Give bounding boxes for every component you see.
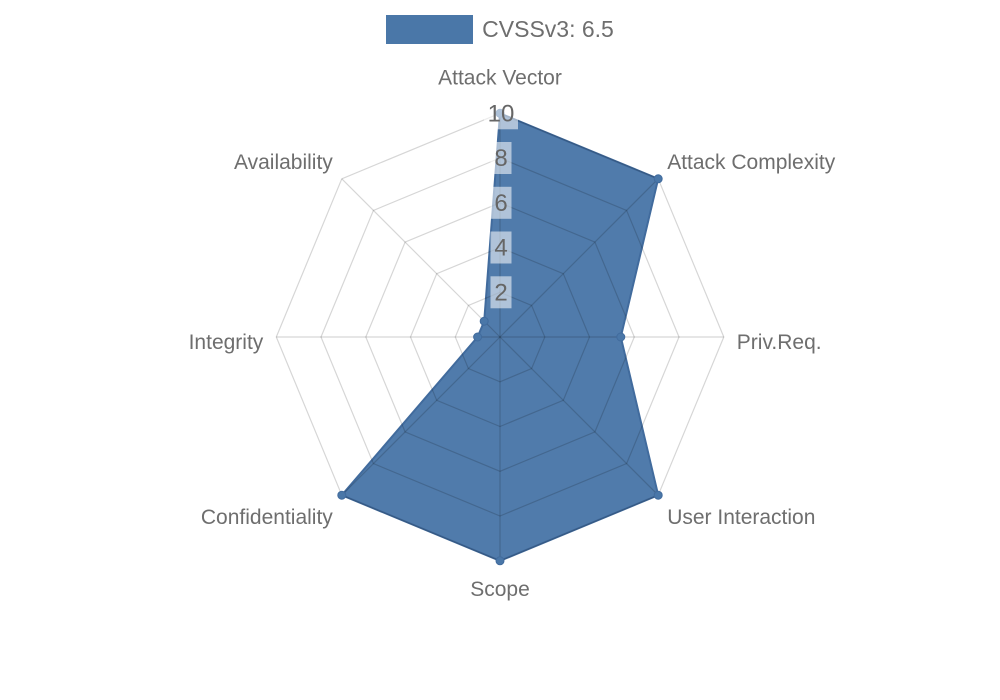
grid-spoke: [341, 178, 501, 338]
vertex-marker: [473, 332, 483, 342]
vertex-marker: [337, 490, 347, 500]
axis-label-priv-req: Priv.Req.: [737, 331, 822, 354]
tick-label: 10: [488, 100, 515, 127]
axis-label-user-interaction: User Interaction: [667, 506, 815, 529]
tick-label-box: [490, 231, 512, 264]
grid-spoke: [341, 336, 501, 496]
tick-label: 6: [494, 190, 507, 217]
grid-spoke: [499, 336, 659, 496]
tick-labels: 2 4 6 8 10: [484, 97, 518, 309]
vertex-marker: [653, 174, 663, 184]
axis-label-availability: Availability: [234, 151, 333, 174]
vertex-marker: [495, 556, 505, 566]
tick-label-box: [490, 142, 512, 174]
tick-label: 4: [494, 235, 507, 262]
grid-ring: [365, 202, 635, 472]
tick-label: 8: [494, 145, 507, 172]
axis-label-attack-vector: Attack Vector: [438, 66, 562, 89]
vertex-marker: [616, 332, 626, 342]
tick-label-box: [490, 276, 512, 309]
axis-label-attack-complexity: Attack Complexity: [667, 151, 836, 174]
axis-label-confidentiality: Confidentiality: [201, 506, 333, 529]
tick-label-box: [490, 186, 512, 219]
grid-ring: [454, 291, 546, 383]
grid-ring: [409, 246, 591, 428]
tick-label: 2: [494, 279, 507, 306]
vertex-marker: [479, 316, 489, 326]
grid-ring: [320, 157, 680, 517]
axis-label-scope: Scope: [470, 578, 530, 601]
axis-label-integrity: Integrity: [189, 331, 264, 354]
axis-labels: Attack Vector Attack Complexity Priv.Req. U…: [189, 66, 836, 601]
grid-spoke: [499, 178, 659, 338]
tick-label-box: [484, 97, 518, 130]
vertex-marker: [653, 490, 663, 500]
